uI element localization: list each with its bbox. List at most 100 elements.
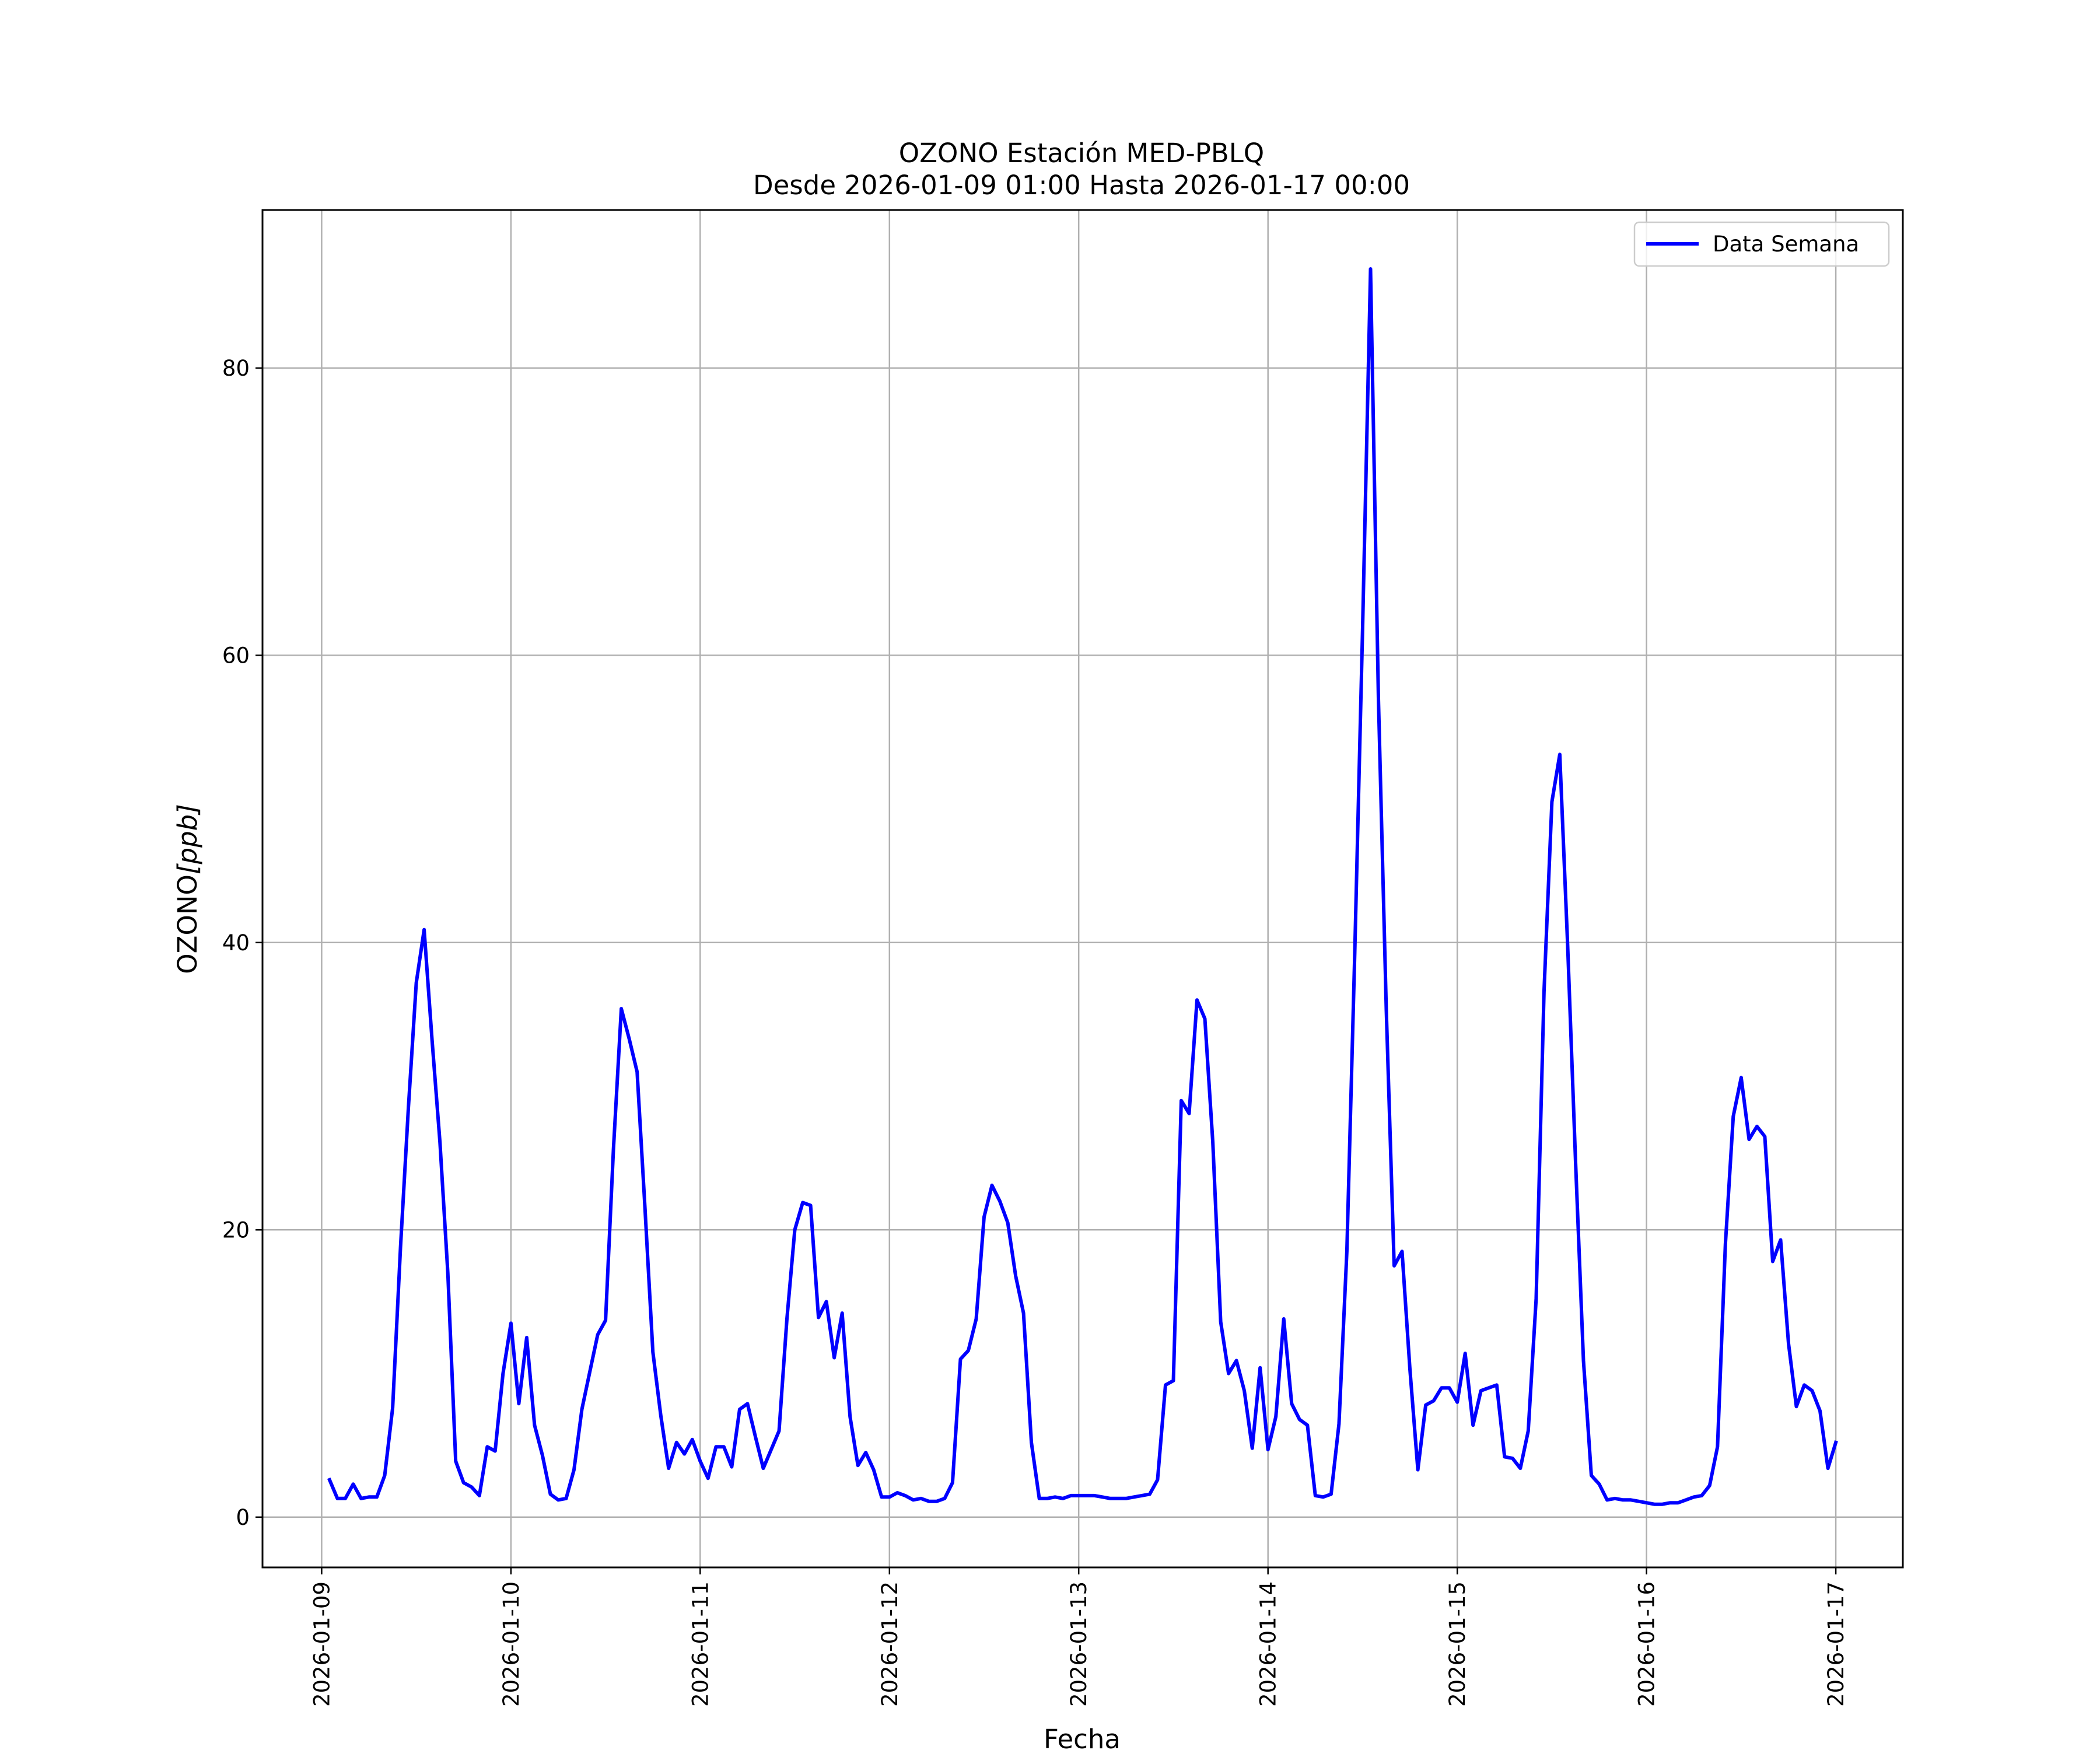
data-point bbox=[470, 1485, 473, 1489]
data-point bbox=[959, 1357, 962, 1361]
x-tick-label: 2026-01-12 bbox=[877, 1581, 902, 1707]
legend: Data Semana bbox=[1633, 221, 1890, 267]
data-point bbox=[1038, 1497, 1041, 1500]
series-layer bbox=[327, 267, 1838, 1506]
data-point bbox=[1108, 1497, 1112, 1500]
data-point bbox=[809, 1204, 813, 1207]
data-point bbox=[1700, 1494, 1703, 1497]
data-point bbox=[1471, 1423, 1475, 1427]
data-point bbox=[691, 1438, 694, 1441]
data-point bbox=[769, 1448, 773, 1451]
data-point bbox=[1598, 1482, 1601, 1486]
data-point bbox=[856, 1464, 860, 1467]
data-point bbox=[1495, 1383, 1499, 1387]
data-point bbox=[572, 1468, 576, 1472]
data-point bbox=[1235, 1359, 1238, 1362]
data-point bbox=[446, 1271, 450, 1275]
data-point bbox=[1834, 1441, 1838, 1444]
data-point bbox=[383, 1474, 386, 1477]
data-point bbox=[352, 1482, 355, 1486]
data-point bbox=[991, 1184, 993, 1187]
data-point bbox=[1022, 1311, 1026, 1315]
y-axis-label-unit: [ppb] bbox=[172, 804, 203, 874]
data-point bbox=[1708, 1484, 1712, 1488]
data-point bbox=[1731, 1115, 1735, 1118]
data-point bbox=[1787, 1342, 1790, 1345]
data-point bbox=[1132, 1495, 1136, 1499]
data-point bbox=[1661, 1503, 1664, 1506]
data-point bbox=[1542, 990, 1546, 993]
data-point bbox=[604, 1319, 607, 1322]
data-point bbox=[682, 1452, 686, 1455]
data-point bbox=[588, 1370, 592, 1374]
data-point bbox=[1006, 1221, 1010, 1224]
data-point bbox=[935, 1500, 939, 1503]
data-point bbox=[328, 1478, 331, 1482]
data-point bbox=[1242, 1389, 1246, 1392]
data-point bbox=[1455, 1401, 1459, 1404]
data-point bbox=[841, 1311, 844, 1315]
data-point bbox=[1369, 267, 1372, 271]
data-point bbox=[596, 1333, 600, 1336]
data-point bbox=[1566, 944, 1569, 947]
data-point bbox=[1479, 1389, 1483, 1392]
data-point bbox=[1692, 1495, 1696, 1499]
data-point bbox=[422, 928, 426, 932]
data-point bbox=[335, 1497, 339, 1500]
data-point bbox=[698, 1460, 702, 1463]
data-point bbox=[982, 1215, 986, 1219]
data-point bbox=[1527, 1429, 1530, 1433]
chart-title: OZONO Estación MED-PBLQ bbox=[899, 138, 1264, 169]
data-point bbox=[485, 1445, 489, 1448]
data-point bbox=[1321, 1495, 1325, 1499]
data-point bbox=[1061, 1497, 1065, 1500]
data-point bbox=[967, 1349, 970, 1352]
data-point bbox=[1408, 1367, 1412, 1371]
data-point bbox=[880, 1495, 883, 1499]
x-tick-label: 2026-01-16 bbox=[1634, 1581, 1660, 1707]
x-tick-label: 2026-01-17 bbox=[1824, 1581, 1849, 1707]
chart-subtitle: Desde 2026-01-09 01:00 Hasta 2026-01-17 … bbox=[753, 170, 1410, 201]
data-point bbox=[651, 1350, 654, 1354]
y-axis-ticks: 0 20 40 60 80 bbox=[222, 356, 262, 1530]
data-point bbox=[1345, 1250, 1349, 1253]
data-point bbox=[832, 1356, 836, 1359]
data-point bbox=[612, 1147, 615, 1151]
data-point bbox=[864, 1451, 867, 1454]
data-point bbox=[580, 1408, 583, 1411]
series-line-data-semana bbox=[327, 267, 1838, 1506]
data-point bbox=[1219, 1320, 1223, 1324]
data-point bbox=[848, 1415, 852, 1418]
data-point bbox=[1464, 1352, 1467, 1355]
data-point bbox=[1511, 1457, 1514, 1460]
data-point bbox=[1629, 1498, 1633, 1502]
y-axis-label: OZONO[ppb] bbox=[172, 804, 203, 974]
data-point bbox=[730, 1465, 733, 1469]
x-tick-label: 2026-01-15 bbox=[1445, 1581, 1470, 1707]
data-point bbox=[738, 1408, 741, 1411]
data-point bbox=[1724, 1242, 1727, 1246]
data-point bbox=[1251, 1447, 1254, 1450]
data-point bbox=[1440, 1386, 1443, 1390]
data-point bbox=[1329, 1492, 1333, 1496]
data-point bbox=[714, 1445, 718, 1448]
data-point bbox=[635, 1070, 639, 1073]
data-point bbox=[911, 1498, 915, 1502]
data-point bbox=[1392, 1264, 1396, 1268]
data-point bbox=[722, 1445, 726, 1448]
data-point bbox=[1763, 1135, 1766, 1138]
data-point bbox=[1518, 1466, 1522, 1470]
data-point bbox=[1747, 1138, 1751, 1141]
data-point bbox=[1180, 1099, 1183, 1102]
x-tick-label: 2026-01-10 bbox=[499, 1581, 524, 1707]
data-point bbox=[1424, 1404, 1427, 1407]
data-point bbox=[1306, 1423, 1309, 1427]
data-point bbox=[1401, 1250, 1404, 1253]
data-point bbox=[667, 1466, 670, 1470]
data-point bbox=[1101, 1495, 1104, 1499]
data-point bbox=[793, 1228, 796, 1231]
data-point bbox=[1771, 1260, 1774, 1263]
data-point bbox=[762, 1466, 765, 1470]
data-point bbox=[556, 1498, 560, 1502]
data-point bbox=[1124, 1497, 1128, 1500]
